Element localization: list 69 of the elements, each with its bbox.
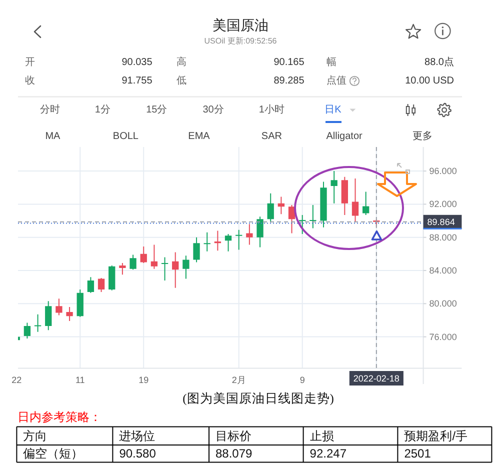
candlestick — [352, 178, 359, 222]
y-tick-label: 84.000 — [429, 265, 457, 276]
text: MA — [45, 131, 61, 142]
text: 30分 — [202, 104, 224, 116]
candlestick — [34, 314, 42, 332]
y-tick-label: 92.000 — [429, 199, 457, 210]
text: 高 — [176, 56, 187, 68]
text: 88.079 — [216, 446, 253, 461]
text: BOLL — [112, 131, 139, 142]
text: 日K — [324, 104, 342, 116]
candlestick — [150, 244, 158, 269]
candlestick — [246, 224, 253, 245]
text: 2501 — [404, 446, 432, 461]
text: 开 — [25, 57, 35, 68]
text: 90.165 — [274, 57, 305, 68]
y-tick-label: 88.000 — [429, 232, 457, 242]
text: Alligator — [326, 131, 364, 142]
text: SAR — [261, 131, 282, 142]
text: 1小时 — [258, 104, 284, 116]
text: 方向 — [23, 429, 48, 443]
y-tick-label: 80.000 — [429, 298, 457, 309]
text: 91.755 — [122, 76, 153, 86]
candlestick — [204, 232, 210, 252]
text: (图为美国原油日线图走势) — [182, 390, 334, 406]
text: 更多 — [412, 130, 433, 142]
candlestick — [193, 237, 200, 262]
text: 目标价 — [216, 429, 252, 443]
candlestick — [182, 256, 190, 279]
text: 89.285 — [274, 76, 305, 86]
text: 15分 — [146, 104, 168, 116]
x-tick-label: 9 — [300, 375, 305, 385]
candlestick — [310, 205, 316, 228]
text: 低 — [176, 76, 187, 86]
x-tick-label: 19 — [138, 375, 149, 385]
candlestick — [236, 230, 242, 250]
text: 预期盈利/手 — [404, 429, 468, 443]
chart-subtitle: USOil 更新:09:52:56 — [204, 36, 278, 46]
text: 90.580 — [119, 446, 156, 461]
x-tick-label: 2022-02-18 — [353, 373, 400, 384]
text: 点值 — [326, 74, 347, 86]
text: 偏空（短） — [23, 446, 84, 461]
text: 收 — [25, 76, 35, 86]
text: 止损 — [310, 429, 334, 443]
ref-line-label: 89.864 — [427, 216, 455, 227]
candlestick — [56, 298, 62, 316]
text: 92.247 — [310, 446, 347, 461]
text: EMA — [188, 131, 210, 142]
x-tick-label: 2月 — [232, 375, 246, 385]
candlestick — [320, 182, 327, 228]
text: 日内参考策略： — [17, 410, 102, 424]
y-tick-label: 76.000 — [429, 332, 457, 342]
x-tick-label: 22 — [12, 375, 22, 385]
x-tick-label: 11 — [75, 375, 85, 385]
candlestick — [330, 171, 338, 204]
candlestick — [66, 306, 73, 322]
text: 进场位 — [119, 429, 156, 443]
text: 分时 — [40, 104, 60, 116]
candlestick — [214, 230, 222, 251]
text: 1分 — [94, 104, 110, 116]
text: 10.00 USD — [405, 76, 454, 86]
text: 幅 — [326, 56, 337, 68]
text: 90.035 — [122, 57, 153, 68]
chart-title: 美国原油 — [212, 17, 269, 33]
candlestick — [161, 257, 168, 280]
text: 88.0点 — [424, 56, 454, 68]
candlestick — [130, 254, 136, 270]
candlestick — [119, 263, 126, 275]
candlestick — [362, 192, 370, 215]
y-tick-label: 96.000 — [429, 166, 457, 176]
